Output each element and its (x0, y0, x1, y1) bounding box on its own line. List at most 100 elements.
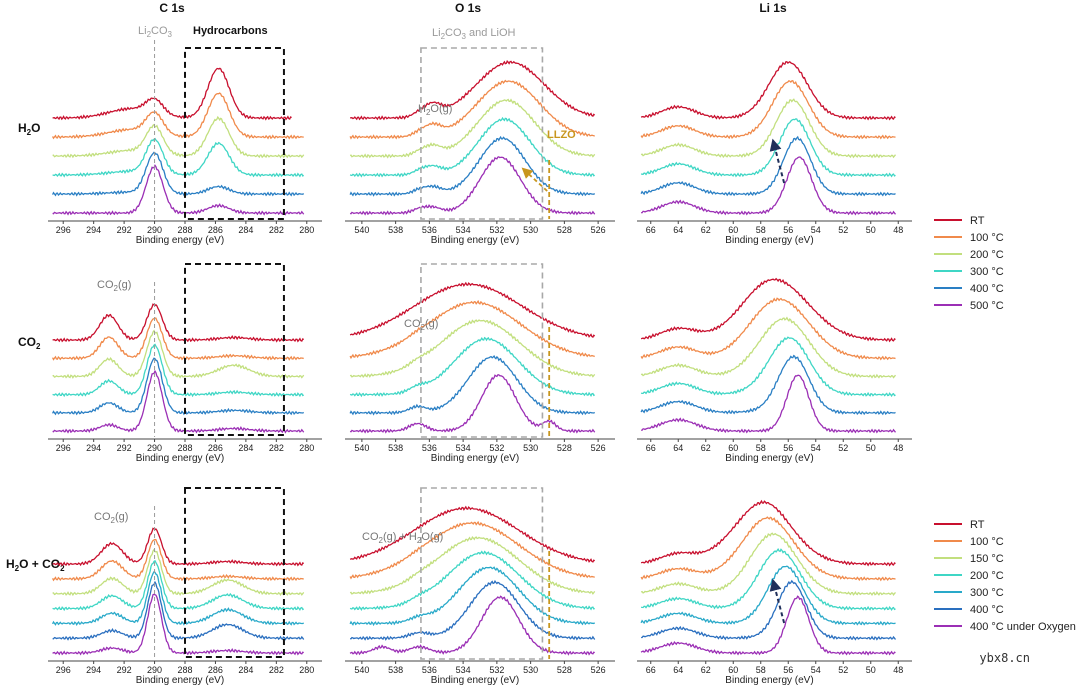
x-tick-label: 62 (701, 443, 711, 453)
spectrum-O1s-row0-curve0 (349, 60, 596, 121)
hydrocarbons-box (184, 487, 285, 658)
legend-entry: RT (970, 215, 985, 227)
x-axis-label: Binding energy (eV) (725, 235, 813, 246)
x-tick-label: 284 (238, 225, 253, 235)
spectrum-Li1s-row1-curve1 (640, 297, 896, 361)
spectrum-O1s-row0-curve2 (349, 98, 596, 159)
x-tick-label: 60 (728, 225, 738, 235)
spectrum-C1s-row1-curve3 (52, 343, 305, 398)
spectrum-C1s-row0-curve2 (52, 115, 305, 159)
spectrum-Li1s-row1-curve4 (640, 354, 896, 416)
spectrum-C1s-row0-curve3 (52, 137, 305, 178)
spectrum-Li1s-row0-curve0 (640, 60, 896, 121)
x-axis-label: Binding energy (eV) (431, 235, 519, 246)
spectrum-C1s-row0-curve4 (52, 151, 305, 197)
x-tick-label: 52 (838, 225, 848, 235)
x-tick-label: 290 (147, 443, 162, 453)
x-tick-label: 52 (838, 665, 848, 675)
x-tick-label: 536 (422, 665, 437, 675)
x-axis-label: Binding energy (eV) (431, 453, 519, 464)
col-title-c1s: C 1s (159, 1, 185, 15)
x-tick-label: 66 (646, 225, 656, 235)
x-tick-label: 54 (811, 665, 821, 675)
legend-entry: 300 °C (970, 266, 1004, 278)
spectrum-Li1s-row2-curve0 (640, 499, 896, 567)
legend-entry: 100 °C (970, 536, 1004, 548)
x-tick-label: 58 (756, 443, 766, 453)
row-label-h2o-co2: H2O + CO2 (6, 557, 65, 573)
x-tick-label: 532 (489, 665, 504, 675)
ann-h2o-gas: H2O(g) (418, 103, 452, 117)
spectrum-O1s-row0-curve1 (349, 79, 595, 140)
x-tick-label: 50 (866, 443, 876, 453)
legend-entry: 400 °C (970, 604, 1004, 616)
x-tick-label: 62 (701, 225, 711, 235)
x-tick-label: 526 (591, 443, 606, 453)
llzo-arrow (521, 167, 548, 192)
x-tick-label: 538 (388, 443, 403, 453)
x-tick-label: 280 (299, 443, 314, 453)
x-tick-label: 60 (728, 443, 738, 453)
spectrum-C1s-row0-curve5 (52, 164, 305, 216)
spectrum-Li1s-row2-curve4 (640, 565, 896, 626)
x-tick-label: 60 (728, 665, 738, 675)
x-tick-label: 534 (456, 225, 471, 235)
spectrum-O1s-row2-curve5 (349, 579, 596, 641)
spectrum-C1s-row2-curve1 (52, 538, 304, 582)
x-tick-label: 288 (177, 665, 192, 675)
x-tick-label: 532 (489, 225, 504, 235)
x-tick-label: 288 (177, 443, 192, 453)
spectrum-O1s-row2-curve3 (349, 550, 596, 612)
x-axis-label: Binding energy (eV) (725, 675, 813, 686)
spectrum-Li1s-row1-curve0 (640, 277, 896, 343)
spectrum-O1s-row2-curve0 (349, 505, 596, 563)
x-tick-label: 540 (354, 665, 369, 675)
spectrum-Li1s-row1-curve5 (641, 374, 897, 434)
x-tick-label: 532 (489, 443, 504, 453)
x-tick-label: 286 (208, 225, 223, 235)
x-tick-label: 64 (673, 665, 683, 675)
legend-entry: 400 °C under Oxygen (970, 621, 1076, 633)
ann-li2co3-c: Li2CO3 (138, 25, 173, 39)
x-tick-label: 286 (208, 665, 223, 675)
x-tick-label: 282 (269, 225, 284, 235)
spectrum-C1s-row2-curve4 (52, 571, 305, 627)
spectrum-O1s-row0-curve3 (349, 116, 596, 178)
spectrum-Li1s-row0-curve2 (640, 98, 897, 159)
x-tick-label: 66 (646, 665, 656, 675)
x-tick-label: 294 (86, 665, 101, 675)
spectrum-O1s-row1-curve1 (349, 299, 595, 360)
x-tick-label: 50 (866, 225, 876, 235)
x-axis-label: Binding energy (eV) (136, 675, 224, 686)
spectrum-O1s-row1-curve0 (349, 281, 596, 339)
spectrum-O1s-row2-curve6 (349, 595, 596, 656)
spectrum-C1s-row2-curve5 (52, 580, 305, 641)
x-axis-label: Binding energy (eV) (725, 453, 813, 464)
x-tick-label: 534 (456, 665, 471, 675)
x-tick-label: 292 (117, 443, 132, 453)
legends: RT 100 °C 200 °C 300 °C 400 °C 500 °C RT 100 °C… (934, 215, 1076, 633)
spectrum-Li1s-row0-curve4 (640, 135, 896, 197)
ann-hydrocarbons: Hydrocarbons (193, 25, 268, 37)
x-tick-label: 54 (811, 443, 821, 453)
x-tick-label: 528 (557, 665, 572, 675)
x-tick-label: 48 (893, 443, 903, 453)
x-tick-label: 54 (811, 225, 821, 235)
spectrum-Li1s-row0-curve5 (641, 156, 897, 216)
ann-co2-h2o-gas: CO2(g) + H2O(g) (362, 531, 443, 545)
x-axis-label: Binding energy (eV) (431, 675, 519, 686)
row-label-co2: CO2 (18, 335, 41, 351)
x-tick-label: 284 (238, 443, 253, 453)
x-tick-label: 282 (269, 665, 284, 675)
x-tick-label: 526 (591, 665, 606, 675)
legend-entry: 200 °C (970, 570, 1004, 582)
x-tick-label: 280 (299, 225, 314, 235)
x-tick-label: 56 (783, 665, 793, 675)
spectrum-C1s-row1-curve2 (52, 329, 305, 379)
spectrum-Li1s-row2-curve1 (640, 516, 896, 582)
x-tick-label: 48 (893, 225, 903, 235)
spectrum-C1s-row0-curve1 (52, 92, 304, 140)
x-tick-label: 292 (117, 225, 132, 235)
spectrum-Li1s-row2-curve3 (640, 547, 896, 612)
x-tick-label: 526 (591, 225, 606, 235)
